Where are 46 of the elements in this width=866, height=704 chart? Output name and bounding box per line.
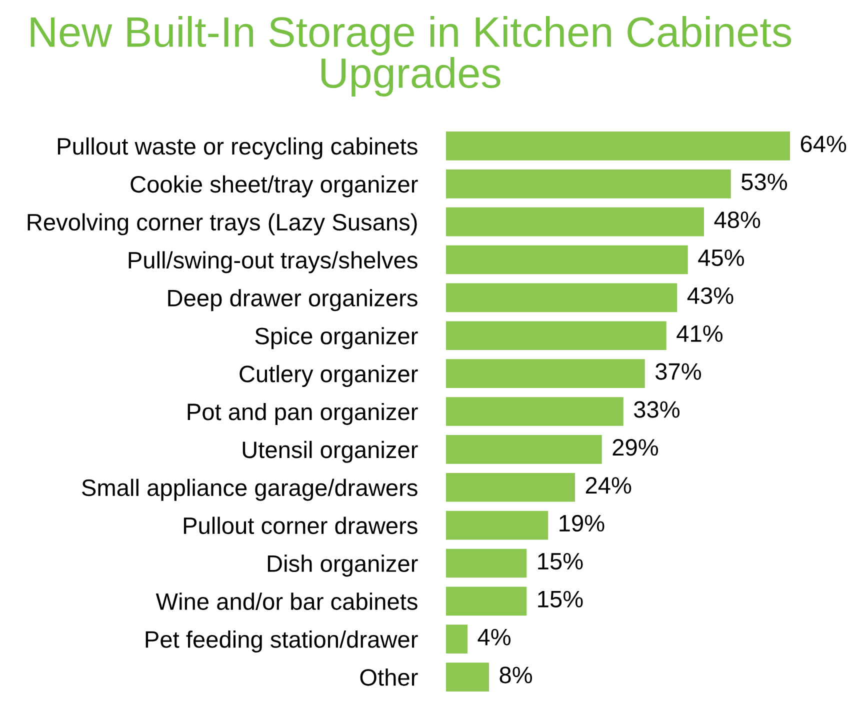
bar — [446, 548, 527, 578]
y-tick-label: Small appliance garage/drawers — [82, 478, 418, 501]
y-tick-label: Deep drawer organizers — [168, 289, 418, 312]
data-label: 19% — [560, 514, 604, 532]
y-tick-label: Pullout corner drawers — [184, 516, 418, 534]
data-label: 64% — [800, 136, 846, 152]
y-tick-label: Other — [360, 668, 418, 686]
bar — [446, 245, 688, 274]
bar — [446, 321, 666, 350]
data-label: 29% — [612, 439, 658, 456]
data-label: 53% — [742, 174, 788, 190]
y-tick-label: Pull/swing-out trays/shelves — [128, 251, 418, 274]
bar — [446, 586, 527, 616]
data-label: 33% — [634, 401, 680, 418]
y-tick-label: Pullout waste or recycling cabinets — [58, 137, 418, 160]
y-tick-label: Pot and pan organizer — [188, 402, 418, 425]
y-tick-label: Pet feeding station/drawer — [146, 630, 418, 653]
bar — [446, 510, 548, 540]
data-label: 15% — [538, 552, 583, 570]
data-label: 15% — [538, 590, 583, 608]
bar — [446, 397, 624, 426]
y-tick-label: Dish organizer — [268, 554, 418, 577]
data-label: 4% — [478, 628, 511, 646]
data-label: 37% — [655, 363, 702, 380]
bar — [446, 662, 489, 692]
data-label: 24% — [586, 476, 632, 494]
bar — [446, 435, 602, 464]
y-tick-label: Cookie sheet/tray organizer — [130, 175, 418, 198]
bar — [446, 169, 731, 198]
bar — [446, 472, 575, 502]
y-tick-label: Utensil organizer — [242, 440, 418, 463]
y-tick-label: Wine and/or bar cabinets — [156, 592, 418, 610]
data-label: 41% — [676, 325, 723, 342]
data-label: 48% — [714, 211, 760, 228]
bar — [446, 624, 468, 654]
chart-title: New Built-In Storage in Kitchen Cabinets Upgrades — [30, 16, 792, 97]
bar — [446, 359, 645, 388]
data-label: 45% — [698, 249, 744, 266]
y-tick-label: Spice organizer — [255, 327, 418, 350]
data-label: 8% — [500, 666, 532, 684]
bar — [446, 132, 790, 160]
data-label: 43% — [687, 287, 734, 304]
y-tick-label: Cutlery organizer — [240, 365, 418, 388]
bar — [446, 207, 704, 236]
bar — [446, 283, 678, 312]
y-tick-label: Revolving corner trays (Lazy Susans) — [28, 213, 417, 236]
